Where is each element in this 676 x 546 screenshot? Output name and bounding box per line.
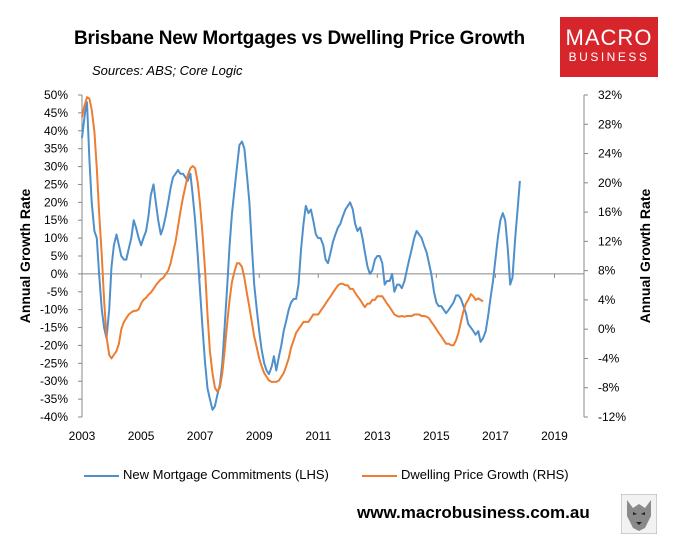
- right-tick-label: 12%: [598, 234, 622, 248]
- right-tick-label: 32%: [598, 88, 622, 102]
- right-tick-label: 0%: [598, 322, 616, 336]
- right-tick-label: -8%: [598, 381, 620, 395]
- left-tick-label: -5%: [47, 285, 69, 299]
- legend-item-mortgages: New Mortgage Commitments (LHS): [84, 467, 329, 482]
- left-tick-label: 25%: [44, 177, 68, 191]
- left-tick-label: -15%: [40, 321, 68, 335]
- left-tick-label: 5%: [51, 249, 69, 263]
- left-tick-label: -10%: [40, 303, 68, 317]
- right-tick-label: 20%: [598, 176, 622, 190]
- logo-line-2: BUSINESS: [568, 50, 650, 64]
- right-tick-label: 24%: [598, 147, 622, 161]
- legend-label-prices: Dwelling Price Growth (RHS): [401, 467, 569, 482]
- left-axis-title: Annual Growth Rate: [17, 189, 33, 324]
- legend-swatch-mortgages: [84, 474, 119, 477]
- x-tick-label: 2007: [187, 429, 214, 443]
- right-tick-label: -4%: [598, 351, 620, 365]
- right-tick-label: 4%: [598, 293, 616, 307]
- x-tick-label: 2003: [69, 429, 96, 443]
- left-tick-label: 15%: [44, 213, 68, 227]
- left-tick-label: 20%: [44, 195, 68, 209]
- left-tick-label: 35%: [44, 142, 68, 156]
- left-tick-label: 30%: [44, 160, 68, 174]
- left-tick-label: 50%: [44, 88, 68, 102]
- x-tick-label: 2019: [541, 429, 568, 443]
- website-url: www.macrobusiness.com.au: [357, 503, 590, 522]
- left-tick-label: -40%: [40, 410, 68, 424]
- right-tick-label: 16%: [598, 205, 622, 219]
- left-tick-label: -20%: [40, 338, 68, 352]
- x-tick-label: 2005: [128, 429, 155, 443]
- x-tick-label: 2009: [246, 429, 273, 443]
- left-tick-label: 45%: [44, 106, 68, 120]
- left-tick-label: -35%: [40, 392, 68, 406]
- macrobusiness-logo: MACRO BUSINESS: [560, 17, 658, 77]
- left-tick-label: 0%: [51, 267, 69, 281]
- legend-swatch-prices: [362, 474, 397, 477]
- right-tick-label: 8%: [598, 264, 616, 278]
- legend-label-mortgages: New Mortgage Commitments (LHS): [123, 467, 329, 482]
- chart-title: Brisbane New Mortgages vs Dwelling Price…: [74, 28, 525, 49]
- chart-subtitle: Sources: ABS; Core Logic: [92, 63, 243, 78]
- left-tick-label: -30%: [40, 374, 68, 388]
- x-tick-label: 2017: [482, 429, 509, 443]
- legend-item-prices: Dwelling Price Growth (RHS): [362, 467, 569, 482]
- left-tick-label: 40%: [44, 124, 68, 138]
- series-line-mortgages: [81, 101, 521, 411]
- x-tick-label: 2013: [364, 429, 391, 443]
- x-tick-label: 2015: [423, 429, 450, 443]
- series-line-prices: [81, 96, 484, 393]
- wolf-head-icon: [620, 493, 658, 535]
- right-axis-title: Annual Growth Rate: [637, 189, 653, 324]
- logo-line-1: MACRO: [565, 25, 653, 50]
- left-tick-label: 10%: [44, 231, 68, 245]
- left-tick-label: -25%: [40, 356, 68, 370]
- right-tick-label: 28%: [598, 117, 622, 131]
- x-tick-label: 2011: [305, 429, 331, 443]
- right-tick-label: -12%: [598, 410, 626, 424]
